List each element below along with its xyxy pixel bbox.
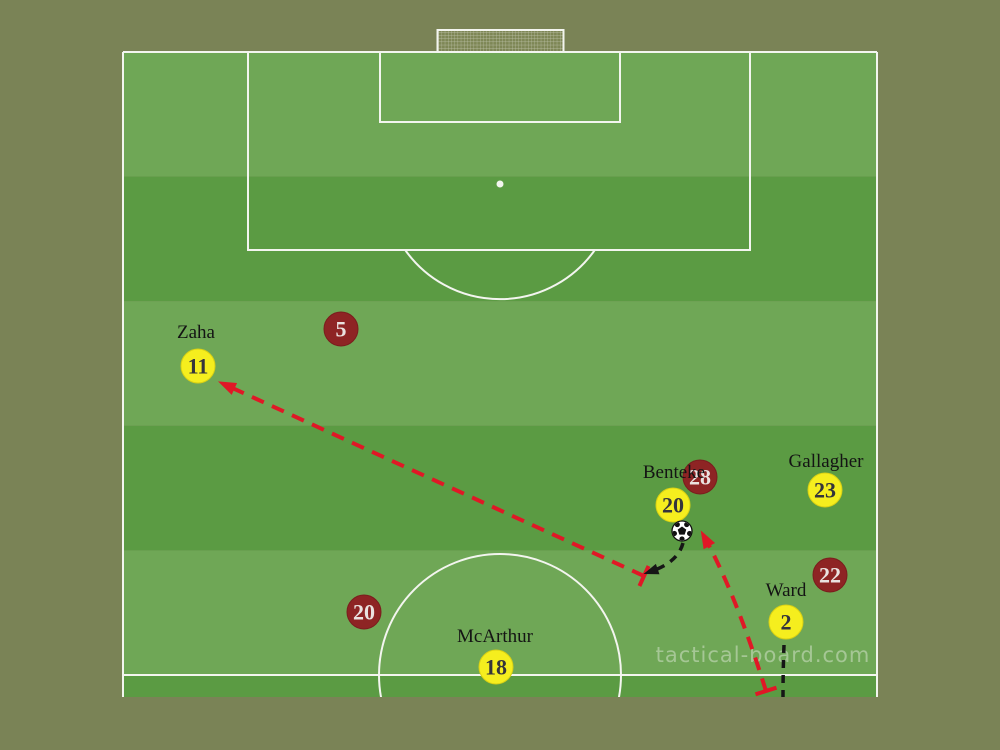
red-dashed-line xyxy=(704,539,768,692)
player-number: 5 xyxy=(335,316,347,341)
black-ball-dribble[interactable] xyxy=(643,542,685,575)
ball-pentagon xyxy=(677,526,687,535)
goal-box xyxy=(379,52,621,123)
soccer-ball-icon[interactable] xyxy=(671,520,693,542)
penalty-box xyxy=(247,52,751,251)
goal xyxy=(436,29,565,53)
player-marker-red-5[interactable]: 5 xyxy=(323,311,359,347)
black-dashed-line xyxy=(651,542,685,573)
player-marker-red-20[interactable]: 20 xyxy=(346,594,382,630)
ball-patch xyxy=(679,536,685,541)
black-ward-run[interactable] xyxy=(781,644,786,698)
red-dashed-line xyxy=(227,384,645,578)
player-marker-red-28[interactable]: 28 xyxy=(682,459,718,495)
player-number: 22 xyxy=(819,562,841,587)
player-number: 28 xyxy=(689,464,711,489)
arrowhead xyxy=(217,381,238,395)
player-number: 11 xyxy=(187,353,209,378)
player-number: 23 xyxy=(814,477,836,502)
penalty-arc xyxy=(404,249,596,301)
blocked-end-bar xyxy=(754,685,778,697)
penalty-spot xyxy=(496,180,504,188)
player-marker-yellow-18[interactable]: 18 xyxy=(478,649,514,685)
player-number: 20 xyxy=(662,492,684,517)
blocked-end-bar xyxy=(637,565,651,587)
center-circle xyxy=(378,553,622,697)
black-dashed-line xyxy=(781,644,786,698)
red-pass-to-zaha[interactable] xyxy=(217,381,651,587)
player-marker-yellow-11[interactable]: 11 xyxy=(180,348,216,384)
red-pass-to-ball[interactable] xyxy=(700,530,778,697)
player-marker-red-22[interactable]: 22 xyxy=(812,557,848,593)
player-marker-yellow-20[interactable]: 20 xyxy=(655,487,691,523)
watermark: tactical-board.com xyxy=(656,643,871,667)
player-number: 2 xyxy=(780,609,792,634)
arrowhead xyxy=(700,530,716,550)
player-marker-yellow-2[interactable]: 2 xyxy=(768,604,804,640)
player-marker-yellow-23[interactable]: 23 xyxy=(807,472,843,508)
player-number: 18 xyxy=(485,654,507,679)
player-number: 20 xyxy=(353,599,375,624)
arrowhead xyxy=(643,563,660,575)
